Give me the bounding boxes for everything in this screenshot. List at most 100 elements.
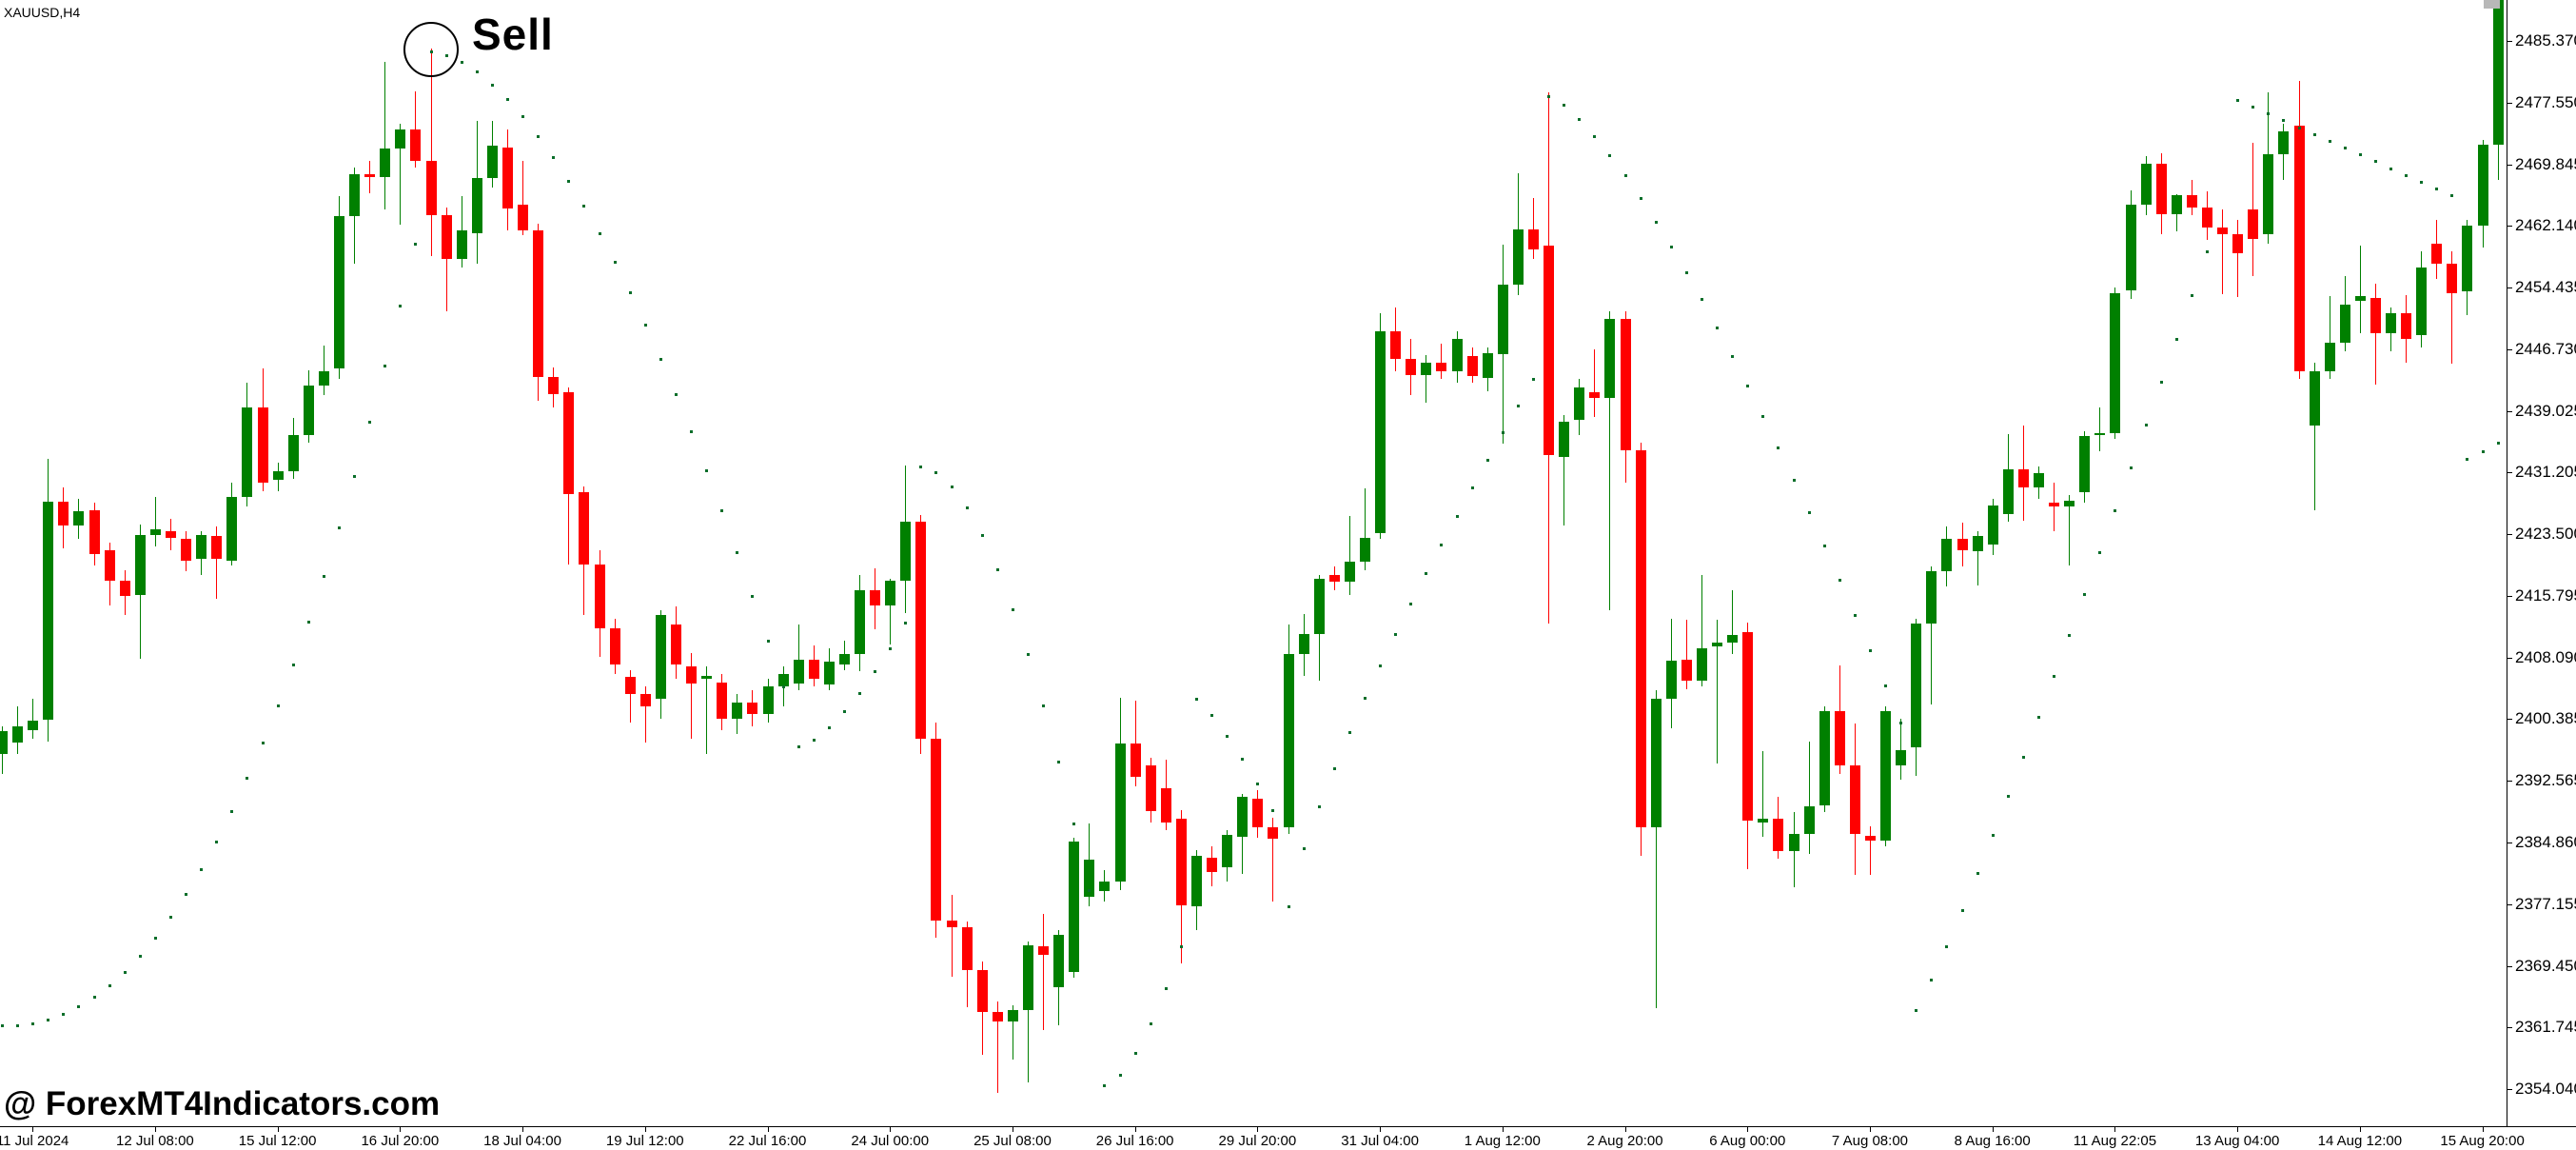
sar-dot xyxy=(2129,466,2133,470)
sar-dot xyxy=(1669,245,1673,248)
candle-body xyxy=(1727,635,1739,643)
sar-dot xyxy=(659,357,662,361)
chart-plot-area[interactable] xyxy=(0,0,2507,1126)
sar-dot xyxy=(2252,105,2255,109)
sar-dot xyxy=(2144,424,2148,427)
candle-wick xyxy=(2099,406,2101,451)
price-axis-tick xyxy=(2507,1089,2512,1091)
candle-wick xyxy=(629,670,631,723)
candle-body xyxy=(2002,468,2014,514)
candle-body xyxy=(501,148,513,208)
candle-wick xyxy=(1900,719,1902,781)
candle-wick xyxy=(1028,942,1030,1082)
candle-body xyxy=(1528,229,1539,250)
candle-wick xyxy=(154,497,156,547)
candle-wick xyxy=(32,698,34,739)
sar-dot xyxy=(1991,834,1995,838)
candle-body xyxy=(1957,538,1968,551)
sar-dot xyxy=(1807,511,1811,515)
candle-body xyxy=(380,148,391,178)
time-axis-label: 22 Jul 16:00 xyxy=(728,1133,807,1149)
sar-dot xyxy=(185,893,188,897)
sar-dot xyxy=(246,777,249,781)
price-axis-label: 2462.140 xyxy=(2515,216,2576,235)
sar-dot xyxy=(919,466,923,469)
candle-body xyxy=(1635,449,1646,827)
candle-body xyxy=(2309,370,2320,426)
candle-body xyxy=(1237,796,1249,837)
time-axis-label: 26 Jul 16:00 xyxy=(1095,1133,1174,1149)
sar-dot xyxy=(1,1024,4,1028)
candle-body xyxy=(1344,562,1355,583)
price-axis-label: 2446.730 xyxy=(2515,339,2576,358)
chart-shift-marker[interactable] xyxy=(2484,0,2500,9)
price-axis-label: 2485.370 xyxy=(2515,31,2576,50)
price-axis-tick xyxy=(2507,41,2512,42)
candle-body xyxy=(732,702,743,719)
sar-dot xyxy=(995,567,999,571)
sar-dot xyxy=(2328,139,2331,143)
sar-dot xyxy=(1547,94,1551,98)
candle-body xyxy=(1222,834,1233,867)
candle-body xyxy=(1972,536,1983,552)
sar-dot xyxy=(1241,758,1245,762)
candle-body xyxy=(149,528,161,535)
price-axis-label: 2392.565 xyxy=(2515,771,2576,790)
sar-dot xyxy=(291,664,295,667)
candle-body xyxy=(1390,330,1402,360)
candle-body xyxy=(548,376,560,395)
candle-body xyxy=(855,590,866,654)
candle-wick xyxy=(2069,494,2071,565)
sar-dot xyxy=(1302,847,1306,851)
time-axis-label: 11 Jul 2024 xyxy=(0,1133,69,1149)
candle-body xyxy=(609,627,620,665)
candle-body xyxy=(533,230,544,377)
candle-wick xyxy=(445,207,447,311)
sar-dot xyxy=(2190,294,2193,298)
price-axis-tick xyxy=(2507,226,2512,228)
candle-body xyxy=(134,534,146,596)
sar-dot xyxy=(2312,132,2316,136)
sar-dot xyxy=(674,393,678,397)
candle-body xyxy=(1773,819,1784,851)
candle-body xyxy=(1987,505,1998,545)
sar-dot xyxy=(2481,449,2485,453)
sar-dot xyxy=(874,670,877,674)
candle-body xyxy=(900,522,912,582)
sar-dot xyxy=(567,179,571,183)
candle-body xyxy=(1880,711,1892,841)
candle-body xyxy=(1023,944,1034,1011)
candle-body xyxy=(12,725,24,743)
time-axis-label: 19 Jul 12:00 xyxy=(605,1133,684,1149)
candle-body xyxy=(1482,353,1493,378)
candle-wick xyxy=(1808,741,1810,855)
candle-body xyxy=(2217,227,2229,234)
candle-body xyxy=(1451,339,1463,371)
price-axis-tick xyxy=(2507,472,2512,474)
sar-dot xyxy=(2036,716,2040,719)
candle-body xyxy=(870,590,881,606)
candle-body xyxy=(1926,571,1937,624)
sar-dot xyxy=(414,242,418,246)
price-axis-tick xyxy=(2507,164,2512,166)
sar-dot xyxy=(31,1021,35,1025)
price-axis-label: 2369.450 xyxy=(2515,956,2576,975)
candle-wick xyxy=(2313,363,2315,510)
sar-dot xyxy=(1930,979,1934,982)
candle-wick xyxy=(2237,219,2239,297)
candle-body xyxy=(181,538,192,561)
candle-body xyxy=(1758,819,1769,823)
sar-dot xyxy=(1976,872,1979,876)
candle-wick xyxy=(1441,343,1443,380)
sar-dot xyxy=(368,421,372,425)
sar-dot xyxy=(1027,653,1031,657)
candle-body xyxy=(777,674,789,686)
candle-wick xyxy=(691,652,693,739)
sar-dot xyxy=(1455,514,1459,518)
price-axis-tick xyxy=(2507,965,2512,967)
candle-body xyxy=(838,653,850,665)
candle-wick xyxy=(384,61,386,209)
candle-body xyxy=(1512,229,1524,286)
candle-body xyxy=(670,625,681,665)
candle-body xyxy=(242,407,253,498)
